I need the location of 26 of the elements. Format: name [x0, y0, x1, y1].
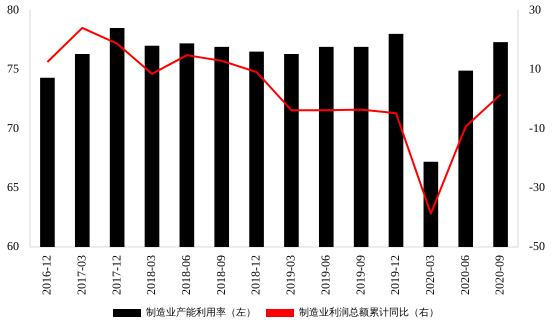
- x-tick-label: 2018-09: [214, 255, 228, 296]
- x-tick-label: 2016-12: [40, 255, 54, 296]
- x-tick-label: 2017-12: [109, 255, 124, 296]
- y-tick-label: 60: [7, 239, 19, 254]
- y-tick-label: 65: [7, 180, 19, 194]
- y-tick-label: 75: [7, 62, 19, 76]
- y2-tick-label: -30: [529, 180, 546, 194]
- y2-tick-label: -50: [529, 239, 546, 254]
- y2-tick-label: 30: [529, 2, 542, 16]
- x-tick-label: 2019-03: [284, 255, 298, 296]
- x-tick-label: 2020-09: [492, 255, 507, 296]
- x-tick-label: 2020-06: [458, 255, 472, 296]
- x-tick-label: 2019-09: [353, 255, 368, 296]
- legend-label: 制造业产能利用率（左）: [146, 306, 256, 319]
- x-tick-label: 2019-12: [388, 255, 402, 296]
- y2-tick-label: 10: [529, 62, 542, 76]
- x-tick-label: 2018-03: [144, 255, 158, 296]
- y-tick-label: 70: [7, 120, 19, 135]
- x-tick-label: 2018-06: [179, 255, 194, 296]
- x-tick-label: 2017-03: [74, 255, 88, 296]
- x-tick-label: 2018-12: [248, 255, 263, 296]
- legend-label: 制造业利润总额累计同比（右）: [299, 306, 439, 319]
- x-tick-label: 2020-03: [423, 255, 438, 296]
- x-tick-label: 2019-06: [318, 255, 332, 296]
- y-tick-label: 80: [7, 2, 19, 16]
- y2-tick-label: -10: [529, 120, 546, 135]
